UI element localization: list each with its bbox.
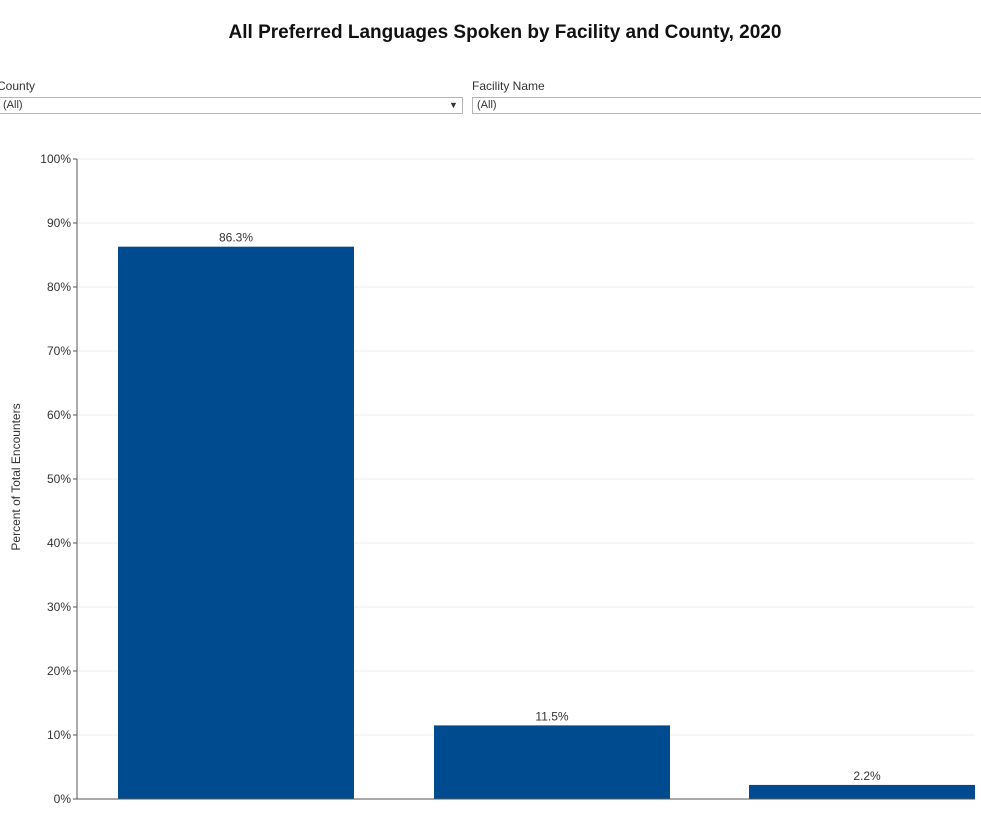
bar-value-label: 2.2% <box>853 769 881 783</box>
y-axis-ticks: 0% 10% 20% 30% 40% 50% 60% 70% 80% 90% 100% <box>40 152 77 806</box>
bar[interactable] <box>749 784 975 799</box>
county-filter-dropdown[interactable]: (All) <box>0 97 463 114</box>
bars <box>118 246 975 799</box>
y-tick-label: 50% <box>47 472 71 486</box>
y-tick-label: 60% <box>47 408 71 422</box>
y-tick-label: 20% <box>47 664 71 678</box>
county-filter-label: County <box>0 79 36 93</box>
bar-value-label: 86.3% <box>219 231 253 245</box>
y-axis-title: Percent of Total Encounters <box>9 403 23 550</box>
y-tick-label: 80% <box>47 280 71 294</box>
y-tick-label: 100% <box>40 152 71 166</box>
county-filter-value: (All) <box>3 99 23 111</box>
y-tick-label: 0% <box>54 792 72 806</box>
facility-filter-value: (All) <box>477 99 497 111</box>
chart-title: All Preferred Languages Spoken by Facili… <box>228 22 782 43</box>
facility-filter-input[interactable]: (All) <box>472 97 981 114</box>
data-labels: 86.3% 11.5% 2.2% <box>219 231 881 783</box>
bar[interactable] <box>434 725 670 799</box>
facility-filter-label: Facility Name <box>472 79 545 93</box>
y-tick-label: 40% <box>47 536 71 550</box>
y-tick-label: 90% <box>47 216 71 230</box>
y-tick-label: 10% <box>47 728 71 742</box>
bar[interactable] <box>118 246 354 799</box>
y-tick-label: 30% <box>47 600 71 614</box>
chevron-down-icon[interactable]: ▼ <box>449 100 458 110</box>
bar-value-label: 11.5% <box>535 709 568 723</box>
y-tick-label: 70% <box>47 344 71 358</box>
